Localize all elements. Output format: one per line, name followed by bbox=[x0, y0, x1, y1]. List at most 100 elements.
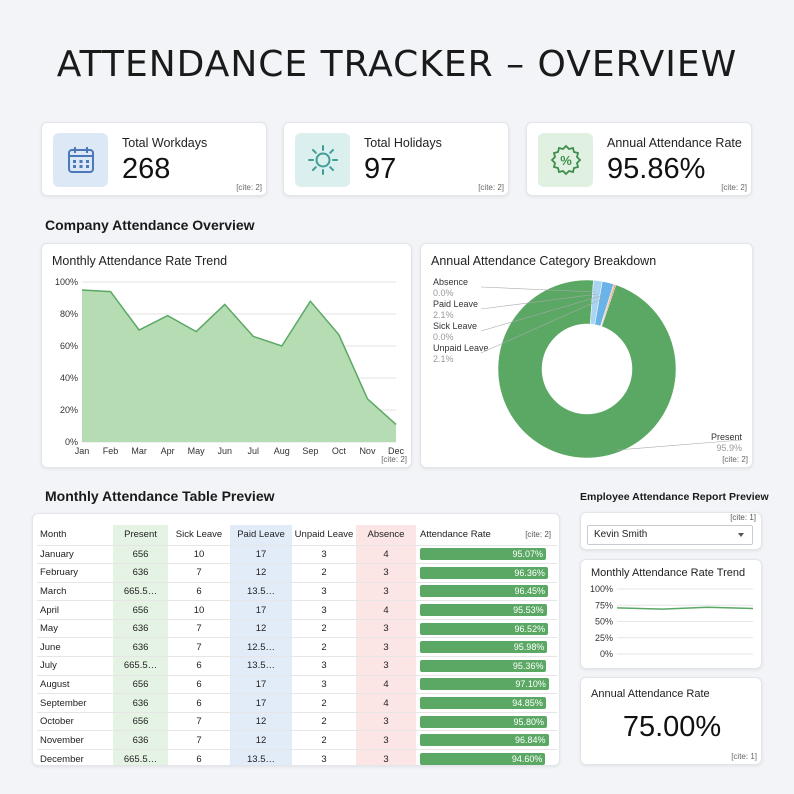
cell-absence: 3 bbox=[356, 711, 416, 731]
y-tick-label: 40% bbox=[60, 373, 78, 383]
slice-value: 95.9% bbox=[716, 443, 742, 453]
cell-month: January bbox=[37, 544, 113, 564]
cell-unpaid-leave: 2 bbox=[292, 711, 356, 731]
page-title: ATTENDANCE TRACKER – OVERVIEW bbox=[56, 44, 738, 85]
table-row[interactable]: August 656 6 17 3 4 97.10% bbox=[37, 674, 557, 694]
table-row[interactable]: July 665.5… 6 13.5… 3 3 95.36% bbox=[37, 656, 557, 676]
cell-month: June bbox=[37, 637, 113, 657]
col-sick-leave[interactable]: Sick Leave bbox=[175, 529, 223, 541]
cell-attendance-rate: 95.80% bbox=[416, 711, 557, 731]
col-month[interactable]: Month bbox=[40, 529, 67, 541]
cell-month: February bbox=[37, 563, 113, 583]
cell-unpaid-leave: 3 bbox=[292, 581, 356, 601]
table-row[interactable]: December 665.5… 6 13.5… 3 3 94.60% bbox=[37, 749, 557, 765]
table-row[interactable]: June 636 7 12.5… 2 3 95.98% bbox=[37, 637, 557, 657]
table-row[interactable]: January 656 10 17 3 4 95.07% bbox=[37, 544, 557, 564]
cell-paid-leave: 17 bbox=[230, 674, 292, 694]
cell-attendance-rate: 95.98% bbox=[416, 637, 557, 657]
attendance-rate-bar: 95.07% bbox=[420, 548, 547, 561]
slice-label: Present bbox=[711, 432, 743, 442]
table-row[interactable]: April 656 10 17 3 4 95.53% bbox=[37, 600, 557, 620]
cell-unpaid-leave: 2 bbox=[292, 730, 356, 750]
chevron-down-icon[interactable] bbox=[738, 533, 744, 537]
cell-month: March bbox=[37, 581, 113, 601]
x-tick-label: Nov bbox=[359, 446, 376, 456]
citation: [cite: 2] bbox=[478, 183, 504, 192]
cell-unpaid-leave: 2 bbox=[292, 563, 356, 583]
sun-icon bbox=[295, 133, 350, 187]
percent-badge-icon: % bbox=[538, 133, 593, 187]
employee-rate-card: Annual Attendance Rate 75.00% [cite: 1] bbox=[580, 677, 762, 765]
cell-present: 636 bbox=[113, 730, 168, 750]
table-row[interactable]: November 636 7 12 2 3 96.84% bbox=[37, 730, 557, 750]
x-tick-label: Jun bbox=[217, 446, 232, 456]
employee-trend-card: Monthly Attendance Rate Trend 0% 25% 50% 75… bbox=[580, 559, 762, 669]
col-unpaid-leave[interactable]: Unpaid Leave bbox=[294, 529, 354, 541]
y-tick-label: 60% bbox=[60, 341, 78, 351]
cell-month: September bbox=[37, 693, 113, 713]
series-line bbox=[81, 289, 397, 425]
employee-rate-label: Annual Attendance Rate bbox=[591, 688, 710, 700]
citation: [cite: 2] bbox=[525, 530, 551, 539]
table-row[interactable]: September 636 6 17 2 4 94.85% bbox=[37, 693, 557, 713]
x-tick-label: Jul bbox=[248, 446, 260, 456]
monthly-trend-card: Monthly Attendance Rate Trend 0% 20% 40% 60… bbox=[41, 243, 412, 468]
attendance-rate-bar: 95.36% bbox=[420, 659, 547, 672]
cell-attendance-rate: 94.60% bbox=[416, 749, 557, 765]
y-tick-label: 80% bbox=[60, 309, 78, 319]
slice-value: 2.1% bbox=[433, 310, 454, 320]
cell-paid-leave: 12.5… bbox=[230, 637, 292, 657]
cell-paid-leave: 12 bbox=[230, 563, 292, 583]
employee-line-chart: 0% 25% 50% 75% 100% bbox=[590, 584, 754, 659]
col-absence[interactable]: Absence bbox=[356, 525, 416, 545]
cell-attendance-rate: 96.45% bbox=[416, 581, 557, 601]
cell-absence: 4 bbox=[356, 544, 416, 564]
slice-value: 2.1% bbox=[433, 354, 454, 364]
attendance-rate-bar: 95.98% bbox=[420, 641, 548, 654]
col-present[interactable]: Present bbox=[113, 525, 168, 545]
y-tick-label: 0% bbox=[600, 649, 613, 659]
cell-absence: 3 bbox=[356, 656, 416, 676]
cell-sick-leave: 6 bbox=[168, 693, 230, 713]
x-tick-label: Aug bbox=[274, 446, 290, 456]
y-tick-label: 100% bbox=[590, 584, 613, 594]
citation: [cite: 2] bbox=[722, 455, 748, 464]
citation: [cite: 1] bbox=[731, 752, 757, 761]
kpi-card-attendance-rate: % Annual Attendance Rate 95.86% [cite: 2… bbox=[526, 122, 752, 196]
chart-title: Monthly Attendance Rate Trend bbox=[591, 567, 746, 579]
col-paid-leave[interactable]: Paid Leave bbox=[230, 525, 292, 545]
table-row[interactable]: October 656 7 12 2 3 95.80% bbox=[37, 711, 557, 731]
citation: [cite: 2] bbox=[236, 183, 262, 192]
cell-absence: 3 bbox=[356, 637, 416, 657]
cell-sick-leave: 6 bbox=[168, 749, 230, 765]
employee-select[interactable]: Kevin Smith bbox=[587, 525, 753, 545]
cell-present: 656 bbox=[113, 544, 168, 564]
x-tick-label: Oct bbox=[332, 446, 347, 456]
leader-line bbox=[480, 295, 602, 332]
series-line bbox=[616, 606, 754, 610]
cell-attendance-rate: 95.07% bbox=[416, 544, 557, 564]
col-attendance-rate[interactable]: Attendance Rate [cite: 2] bbox=[420, 529, 551, 541]
donut-slice bbox=[600, 284, 617, 327]
x-tick-label: Sep bbox=[302, 446, 318, 456]
cell-absence: 3 bbox=[356, 749, 416, 765]
table-row[interactable]: March 665.5… 6 13.5… 3 3 96.45% bbox=[37, 581, 557, 601]
x-tick-label: Dec bbox=[388, 446, 405, 456]
cell-attendance-rate: 94.85% bbox=[416, 693, 557, 713]
cell-unpaid-leave: 2 bbox=[292, 693, 356, 713]
table-row[interactable]: May 636 7 12 2 3 96.52% bbox=[37, 618, 557, 638]
cell-paid-leave: 12 bbox=[230, 618, 292, 638]
cell-absence: 4 bbox=[356, 693, 416, 713]
donut-slice bbox=[497, 279, 677, 459]
cell-sick-leave: 6 bbox=[168, 674, 230, 694]
cell-paid-leave: 12 bbox=[230, 711, 292, 731]
monthly-table-card: Month Present Sick Leave Paid Leave Unpa… bbox=[32, 513, 560, 766]
cell-attendance-rate: 95.53% bbox=[416, 600, 557, 620]
attendance-rate-bar: 96.36% bbox=[420, 566, 548, 579]
cell-sick-leave: 7 bbox=[168, 730, 230, 750]
section-title-table-preview: Monthly Attendance Table Preview bbox=[45, 488, 275, 504]
table-row[interactable]: February 636 7 12 2 3 96.36% bbox=[37, 563, 557, 583]
y-tick-label: 20% bbox=[60, 405, 78, 415]
cell-month: October bbox=[37, 711, 113, 731]
citation: [cite: 1] bbox=[730, 513, 756, 522]
